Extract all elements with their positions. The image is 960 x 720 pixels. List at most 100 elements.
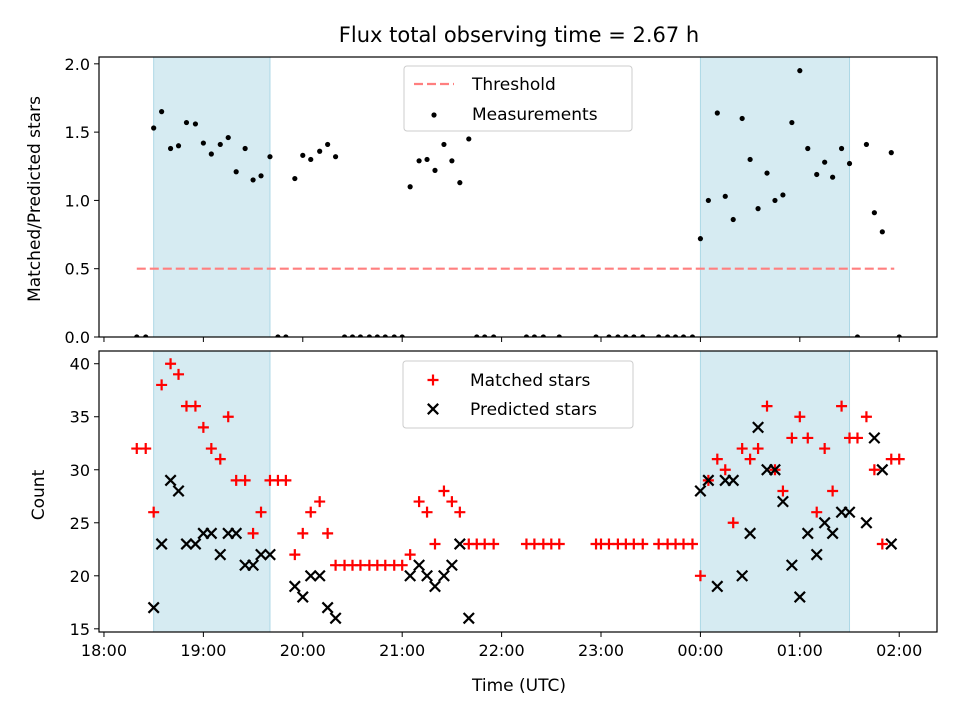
- measurement-point-75: [830, 174, 836, 180]
- y-tick-label-2: 1.0: [65, 191, 90, 210]
- x-tick-label-6: 00:00: [677, 641, 723, 660]
- measurement-point-6: [183, 119, 190, 126]
- predicted-point-35: [744, 527, 757, 540]
- measurement-point-80: [871, 210, 877, 216]
- measurement-point-2: [151, 125, 157, 131]
- measurement-point-40: [466, 136, 472, 142]
- matched-point-33: [404, 549, 416, 561]
- y-tick-label-1: 20: [70, 567, 90, 586]
- predicted-point-38: [768, 463, 781, 476]
- predicted-point-20: [329, 612, 342, 625]
- predicted-point-5: [189, 538, 202, 550]
- measurement-point-30: [382, 334, 388, 337]
- matched-point-43: [488, 538, 500, 550]
- matched-point-82: [868, 464, 880, 476]
- predicted-point-50: [876, 463, 889, 476]
- matched-point-77: [827, 485, 839, 497]
- measurement-point-62: [722, 193, 728, 199]
- measurement-point-63: [730, 216, 736, 223]
- measurement-point-0: [134, 334, 140, 337]
- measurement-point-81: [879, 229, 885, 235]
- measurement-point-4: [167, 145, 174, 152]
- measurement-point-13: [242, 145, 248, 152]
- matched-point-18: [280, 474, 292, 486]
- matched-point-48: [553, 538, 565, 550]
- legend-threshold-label: Threshold: [471, 75, 556, 95]
- predicted-point-51: [885, 538, 898, 550]
- predicted-point-21: [404, 569, 417, 582]
- matched-point-11: [222, 411, 234, 423]
- measurement-point-48: [593, 334, 599, 337]
- measurement-point-82: [888, 150, 894, 156]
- predicted-point-31: [711, 580, 724, 593]
- matched-point-39: [454, 506, 466, 518]
- matched-point-66: [736, 443, 748, 455]
- measurement-point-17: [275, 334, 281, 337]
- measurement-point-14: [250, 177, 256, 183]
- measurement-point-39: [457, 180, 463, 186]
- top-legend-box: [403, 65, 633, 132]
- matched-point-20: [297, 527, 309, 539]
- predicted-point-45: [826, 527, 839, 540]
- matched-point-9: [205, 443, 217, 455]
- matched-point-78: [836, 400, 848, 412]
- top-y-axis-label: Matched/Predicted stars: [25, 96, 45, 302]
- matched-point-2: [148, 506, 160, 518]
- matched-point-14: [247, 527, 259, 539]
- shaded-span-0: [153, 350, 271, 633]
- matched-point-60: [686, 538, 698, 550]
- predicted-point-22: [413, 559, 426, 572]
- chart-title: Flux total observing time = 2.67 h: [339, 23, 699, 47]
- matched-point-55: [637, 538, 649, 550]
- x-tick-label-3: 21:00: [379, 641, 425, 660]
- predicted-point-33: [727, 474, 740, 487]
- measurement-point-19: [292, 175, 298, 182]
- matched-point-38: [446, 496, 458, 508]
- predicted-point-49: [868, 431, 881, 444]
- predicted-point-19: [321, 601, 334, 614]
- measurement-point-28: [366, 334, 372, 337]
- measurement-point-43: [491, 334, 497, 337]
- predicted-point-44: [818, 516, 831, 529]
- predicted-point-10: [230, 527, 243, 540]
- predicted-point-12: [247, 559, 260, 572]
- predicted-point-16: [296, 591, 309, 603]
- measurement-point-23: [325, 141, 331, 148]
- measurement-point-74: [822, 159, 828, 165]
- measurement-point-18: [283, 334, 289, 337]
- y-tick-label-4: 2.0: [65, 55, 90, 74]
- predicted-point-39: [776, 495, 789, 508]
- predicted-point-14: [264, 548, 276, 561]
- top-plot: 0.0 0.5 1.0 1.5 2.0 Threshold Measurements: [65, 55, 938, 347]
- marks-layer: [134, 68, 902, 337]
- measurement-point-59: [697, 236, 704, 242]
- measurement-point-38: [449, 158, 455, 164]
- measurement-point-55: [665, 334, 671, 337]
- matched-point-81: [860, 411, 872, 423]
- legend-measurements-label: Measurements: [472, 105, 598, 125]
- measurement-point-32: [399, 334, 405, 337]
- predicted-point-4: [180, 538, 193, 550]
- measurement-point-20: [300, 152, 306, 158]
- matched-point-21: [305, 506, 317, 518]
- matched-point-35: [421, 506, 433, 518]
- matched-point-22: [314, 496, 326, 508]
- measurement-point-22: [317, 148, 323, 154]
- matched-point-36: [429, 538, 441, 550]
- predicted-point-27: [453, 538, 466, 550]
- measurement-point-60: [705, 197, 711, 204]
- measurement-point-77: [846, 160, 853, 167]
- matched-point-85: [893, 453, 905, 465]
- legend-predicted-swatch: [427, 403, 439, 415]
- measurement-point-61: [714, 110, 720, 116]
- measurement-point-51: [623, 334, 629, 337]
- measurement-point-31: [391, 334, 397, 337]
- measurement-point-65: [747, 156, 753, 163]
- y-tick-label-2: 25: [70, 514, 90, 533]
- predicted-point-3: [172, 484, 185, 497]
- measurement-point-70: [789, 119, 795, 126]
- measurement-point-47: [556, 334, 562, 337]
- measurement-point-68: [772, 197, 778, 204]
- matched-point-83: [876, 538, 888, 550]
